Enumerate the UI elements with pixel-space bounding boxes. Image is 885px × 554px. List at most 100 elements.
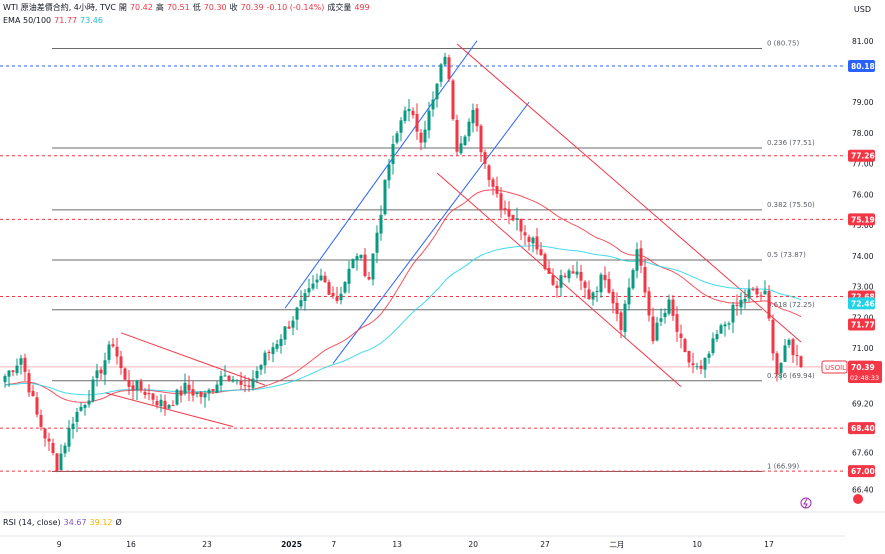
candle (191, 381, 195, 402)
candle (591, 291, 595, 306)
candle (427, 101, 431, 139)
horizontal-levels[interactable] (0, 65, 845, 472)
candle (15, 358, 19, 376)
candle-body (319, 275, 323, 281)
candle-body (443, 56, 447, 65)
candle-body (391, 143, 395, 165)
rsi-legend[interactable]: RSI (14, close) 34.67 39.12 Ø (3, 518, 125, 528)
candle (379, 205, 383, 241)
candle (435, 83, 439, 108)
fibonacci-retracement[interactable]: 0 (80.75) 0.236 (77.51) 0.382 (75.50) 0.5 (… (52, 39, 815, 472)
candle-body (363, 254, 367, 277)
fib-label: 0.786 (69.94) (767, 372, 815, 380)
candle-body (235, 380, 239, 382)
candle-body (651, 316, 655, 342)
candle-body (495, 185, 499, 194)
candle-body (111, 344, 115, 347)
candle (415, 103, 419, 140)
candle (87, 390, 91, 408)
candle-body (55, 453, 59, 471)
candle-body (43, 428, 47, 439)
candle (483, 149, 487, 170)
candle (31, 384, 35, 397)
candle (719, 323, 723, 334)
candle-body (151, 393, 155, 400)
symbol-header[interactable]: WTI 原油差價合約, 4小時, TVC 開 70.42 高 70.51 低 70.30 收 7… (3, 3, 373, 13)
candle (619, 310, 623, 339)
level-badge: 75.19 (848, 213, 875, 226)
candle-body (251, 378, 255, 388)
uptrend-channel-lower (332, 101, 530, 364)
ohlc-low-label: 低 (192, 3, 201, 12)
candle-body (39, 414, 43, 427)
candle (243, 375, 247, 393)
candle-body (59, 453, 63, 471)
candle-body (231, 379, 235, 382)
candle (639, 240, 643, 274)
candle-body (527, 236, 531, 242)
candle (787, 338, 791, 348)
candle (355, 252, 359, 271)
candle (507, 201, 511, 225)
candle-body (711, 338, 715, 354)
candle-body (119, 356, 123, 369)
candle (623, 300, 627, 339)
candle (135, 379, 139, 401)
candle-body (455, 119, 459, 152)
candle-body (83, 404, 87, 408)
candle-body (387, 164, 391, 181)
level-badge-box (848, 213, 875, 226)
candle-body (167, 405, 171, 409)
candle-body (767, 290, 771, 319)
candle (607, 271, 611, 294)
trend-channels[interactable] (104, 40, 802, 428)
ema-legend[interactable]: EMA 50/100 71.77 73.46 (3, 16, 106, 26)
candle-body (71, 423, 75, 430)
candle (503, 200, 507, 215)
candle-body (535, 236, 539, 250)
candle-body (367, 277, 371, 280)
candle-body (351, 258, 355, 269)
candle (555, 280, 559, 298)
candle (783, 339, 787, 363)
indicator-badge: 71.77 (848, 318, 875, 331)
fib-label: 0.382 (75.50) (767, 201, 815, 209)
candle (11, 369, 15, 377)
candle-body (199, 391, 203, 397)
candle-body (407, 108, 411, 112)
candle (103, 352, 107, 386)
candle (255, 366, 259, 384)
candle (299, 290, 303, 309)
candle (755, 285, 759, 299)
candle-body (559, 275, 563, 288)
candle-body (499, 193, 503, 210)
candle (219, 370, 223, 392)
level-badge-box (848, 422, 875, 435)
candle-body (339, 293, 343, 301)
level-badge-box (848, 465, 875, 478)
currency-label[interactable]: USD (853, 5, 871, 14)
candle (763, 280, 767, 295)
fib-level: 0.618 (72.25) (52, 301, 815, 311)
candle-body (171, 405, 175, 407)
ohlc-open-label: 開 (118, 3, 127, 12)
candle (687, 350, 691, 368)
candle-body (727, 323, 731, 325)
candle (375, 225, 379, 264)
candle (147, 384, 151, 401)
candle (599, 272, 603, 298)
time-axis[interactable]: 9 16 23 2025 7 13 20 27 二月 10 17 (0, 535, 845, 549)
candle-body (631, 269, 635, 289)
candle-body (35, 397, 39, 415)
symbol-title[interactable]: WTI 原油差價合約, 4小時, TVC (3, 3, 116, 12)
candle-body (215, 384, 219, 393)
fib-level: 0.382 (75.50) (52, 201, 815, 211)
candle (759, 291, 763, 302)
last-price-badge: 70.39 02:48:33 (848, 360, 882, 383)
price-axis[interactable]: 81.00 79.00 78.00 77.00 76.00 75.00 74.00 73.00… (821, 0, 885, 554)
candle-body (783, 345, 787, 362)
candle-body (595, 291, 599, 293)
ohlc-low-value: 70.30 (203, 3, 227, 12)
candle-body (7, 370, 11, 377)
